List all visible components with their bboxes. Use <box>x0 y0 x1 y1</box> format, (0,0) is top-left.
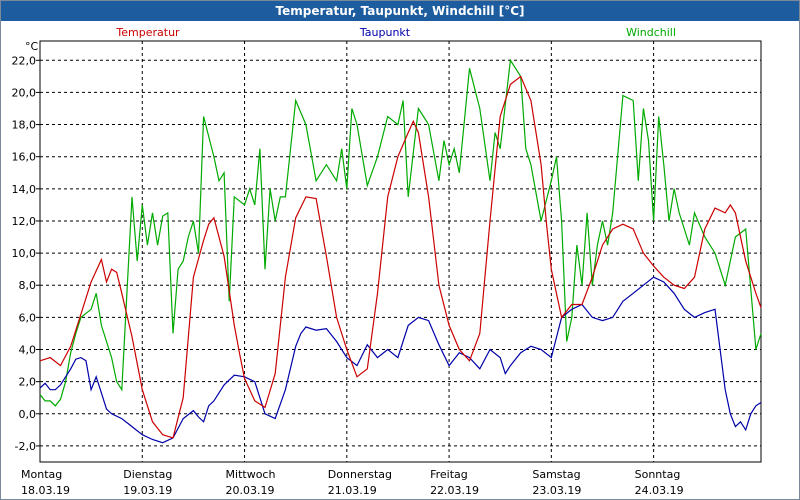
x-day-label: Dienstag <box>123 468 172 481</box>
y-tick-label: 12,0 <box>12 215 37 228</box>
y-tick-label: 10,0 <box>12 247 37 260</box>
legend-taupunkt: Taupunkt <box>359 26 411 39</box>
x-axis-labels: Montag 18.03.19 Dienstag 19.03.19 Mittwoch 20… <box>21 468 684 497</box>
y-tick-label: 8,0 <box>19 279 37 292</box>
x-date-label: 23.03.19 <box>532 484 581 497</box>
legend-temperatur: Temperatur <box>115 26 180 39</box>
x-date-label: 24.03.19 <box>635 484 684 497</box>
x-date-label: 22.03.19 <box>430 484 479 497</box>
legend-windchill: Windchill <box>626 26 676 39</box>
y-axis-unit-label: °C <box>25 40 39 53</box>
x-day-label: Freitag <box>430 468 468 481</box>
y-tick-label: 2,0 <box>19 376 37 389</box>
grid <box>40 41 761 462</box>
x-date-label: 20.03.19 <box>226 484 275 497</box>
y-tick-label: 20,0 <box>12 86 37 99</box>
x-date-label: 21.03.19 <box>328 484 377 497</box>
y-tick-label: 6,0 <box>19 311 37 324</box>
x-day-label: Mittwoch <box>226 468 276 481</box>
y-tick-label: 4,0 <box>19 344 37 357</box>
series-line-temperatur <box>39 75 762 439</box>
x-day-label: Donnerstag <box>328 468 392 481</box>
y-tick-label: -2,0 <box>15 440 36 453</box>
x-date-label: 18.03.19 <box>21 484 70 497</box>
y-tick-label: 16,0 <box>12 151 37 164</box>
y-axis-ticks: -2,0 0,0 2,0 4,0 6,0 8,0 10,0 12,0 14,0 16,0 18,0 2… <box>12 54 40 453</box>
series-lines <box>39 58 762 444</box>
x-date-label: 19.03.19 <box>123 484 172 497</box>
x-day-label: Montag <box>21 468 62 481</box>
chart-title: Temperatur, Taupunkt, Windchill [°C] <box>1 1 799 21</box>
plot-area-border <box>39 40 762 463</box>
y-tick-label: 0,0 <box>19 408 37 421</box>
series-line-windchill <box>39 58 762 407</box>
legend: Temperatur Taupunkt Windchill <box>115 26 676 39</box>
x-day-label: Samstag <box>532 468 580 481</box>
y-tick-label: 22,0 <box>12 54 37 67</box>
series-line-taupunkt <box>39 276 762 444</box>
y-tick-label: 14,0 <box>12 183 37 196</box>
x-day-label: Sonntag <box>635 468 681 481</box>
y-tick-label: 18,0 <box>12 119 37 132</box>
